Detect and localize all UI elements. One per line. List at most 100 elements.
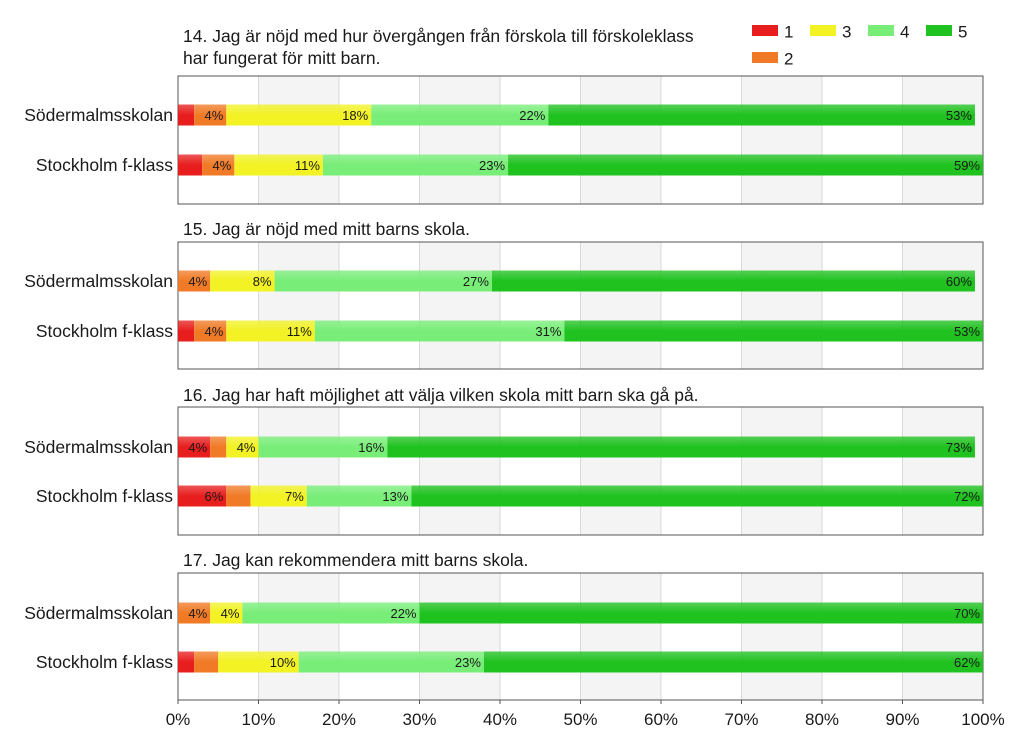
panel-4-stripe-1 (258, 573, 339, 700)
x-tick-label-0: 0% (166, 710, 191, 729)
panel-2-row-1-value-label-2: 4% (188, 274, 207, 289)
panel-1-row-2-value-label-4: 23% (479, 158, 505, 173)
panel-1-stripe-5 (580, 76, 661, 204)
panel-1-row-1-value-label-3: 18% (342, 108, 368, 123)
legend-entry-4: 4 (868, 22, 909, 43)
panel-1-row-2-value-label-3: 11% (295, 158, 320, 173)
panel-2-row-2-bar-2 (194, 320, 227, 342)
panel-3-stripe-1 (258, 407, 339, 535)
panel-2-row-1-label: Södermalmsskolan (24, 271, 173, 291)
chart-legend: 1 2 3 4 5 (752, 22, 992, 70)
x-tick-label-7: 70% (724, 710, 758, 729)
panel-4-stripe-7 (741, 573, 822, 700)
panel-3-row-2-bar-5 (411, 485, 983, 507)
panel-2-stripe-1 (258, 242, 339, 369)
panel-4-row-2-bar-2 (194, 651, 219, 673)
panel-1-row-1-bar-5 (548, 104, 975, 126)
panel-4-row-2-bar-1 (178, 651, 195, 673)
panel-4-stripe-5 (580, 573, 661, 700)
panel-4-stripe-3 (419, 573, 500, 700)
panel-4-row-1-bar-3 (210, 602, 243, 624)
panel-4-row-1-bar-2 (178, 602, 211, 624)
panel-3-row-2-value-label-3: 7% (285, 489, 304, 504)
panel-4-stripe-9 (902, 573, 983, 700)
panel-4-row-2-label: Stockholm f-klass (36, 652, 173, 672)
panel-3-row-1-bar-5 (387, 436, 975, 458)
x-tick-label-2: 20% (322, 710, 356, 729)
panel-4-row-2-value-label-4: 23% (455, 655, 481, 670)
panel-4-row-2-bar-3 (218, 651, 299, 673)
panel-1-stripe-7 (741, 76, 822, 204)
panel-3-row-1-label: Södermalmsskolan (24, 437, 173, 457)
panel-4-row-1-value-label-2: 4% (188, 606, 207, 621)
panel-1-row-1-value-label-2: 4% (205, 108, 224, 123)
panel-2-stripe-3 (419, 242, 500, 369)
panel-2-row-1-value-label-3: 8% (253, 274, 272, 289)
legend-swatch-2 (752, 52, 778, 64)
panel-3-row-2-bar-4 (306, 485, 412, 507)
legend-swatch-5 (926, 25, 952, 37)
panel-1-row-1-bar-4 (371, 104, 549, 126)
panel-3-row-2-bar-2 (226, 485, 251, 507)
x-tick-label-3: 30% (402, 710, 436, 729)
panel-4-row-1-bar-4 (242, 602, 420, 624)
panel-1-row-1-value-label-5: 53% (946, 108, 972, 123)
x-tick-label-5: 50% (563, 710, 597, 729)
panel-3-row-1-bar-4 (258, 436, 388, 458)
panel-2-row-2-bar-5 (564, 320, 983, 342)
panel-1-row-1-bar-1 (178, 104, 195, 126)
legend-entry-1: 1 (752, 22, 793, 43)
panel-2-row-2-bar-4 (314, 320, 565, 342)
panel-3-row-1-value-label-5: 73% (946, 440, 972, 455)
x-tick-label-9: 90% (885, 710, 919, 729)
panel-1-stripe-1 (258, 76, 339, 204)
panel-1-row-1-value-label-4: 22% (519, 108, 545, 123)
panel-3-row-2-bar-3 (250, 485, 307, 507)
panel-2-row-1-bar-5 (491, 270, 975, 292)
panel-3-row-2-bar-1 (178, 485, 227, 507)
panel-2-row-1-bar-2 (178, 270, 211, 292)
panel-1-row-2-value-label-5: 59% (954, 158, 980, 173)
panel-3-stripe-3 (419, 407, 500, 535)
panel-1-stripe-9 (902, 76, 983, 204)
panel-2-row-1-value-label-5: 60% (946, 274, 972, 289)
panel-3-row-1-bar-3 (226, 436, 259, 458)
panel-4-row-1-value-label-4: 22% (390, 606, 416, 621)
legend-swatch-3 (810, 25, 836, 37)
panel-2-row-2-value-label-4: 31% (535, 324, 561, 339)
panel-1-row-2-bar-4 (322, 154, 509, 176)
x-tick-label-6: 60% (644, 710, 678, 729)
x-tick-label-8: 80% (805, 710, 839, 729)
x-tick-label-1: 10% (241, 710, 275, 729)
panel-2-row-1-value-label-4: 27% (463, 274, 489, 289)
panel-2-row-2-label: Stockholm f-klass (36, 321, 173, 341)
panel-1-row-2-value-label-2: 4% (213, 158, 232, 173)
panel-4-row-2-value-label-5: 62% (954, 655, 980, 670)
legend-swatch-4 (868, 25, 894, 37)
x-tick-label-10: 100% (961, 710, 1004, 729)
panel-2-title-line-1: 15. Jag är nöjd med mitt barns skola. (183, 219, 470, 239)
panel-3-row-2-value-label-4: 13% (382, 489, 408, 504)
panel-3-row-1-value-label-4: 16% (358, 440, 384, 455)
panel-3-row-2-label: Stockholm f-klass (36, 486, 173, 506)
panel-3-row-2-value-label-1: 6% (205, 489, 224, 504)
panel-3-row-1-bar-1 (178, 436, 211, 458)
panel-2-frame (177, 241, 984, 370)
panel-4-row-1-value-label-3: 4% (221, 606, 240, 621)
panel-3-row-1-bar-2 (210, 436, 227, 458)
legend-swatch-1 (752, 25, 778, 37)
panel-3-stripe-9 (902, 407, 983, 535)
panel-2-row-1-bar-4 (274, 270, 492, 292)
panel-2-row-2-bar-1 (178, 320, 195, 342)
panel-4-row-1-value-label-5: 70% (954, 606, 980, 621)
panel-1-row-1-label: Södermalmsskolan (24, 105, 173, 125)
panel-1-row-1-bar-2 (194, 104, 227, 126)
panel-2-row-2-value-label-3: 11% (287, 324, 312, 339)
panel-4-row-1-bar-5 (419, 602, 983, 624)
panel-3-row-2-value-label-5: 72% (954, 489, 980, 504)
legend-label-3: 3 (842, 22, 852, 42)
legend-label-1: 1 (784, 22, 794, 42)
panel-4-title-line-1: 17. Jag kan rekommendera mitt barns skol… (183, 550, 528, 570)
panel-3-row-1-value-label-3: 4% (237, 440, 256, 455)
